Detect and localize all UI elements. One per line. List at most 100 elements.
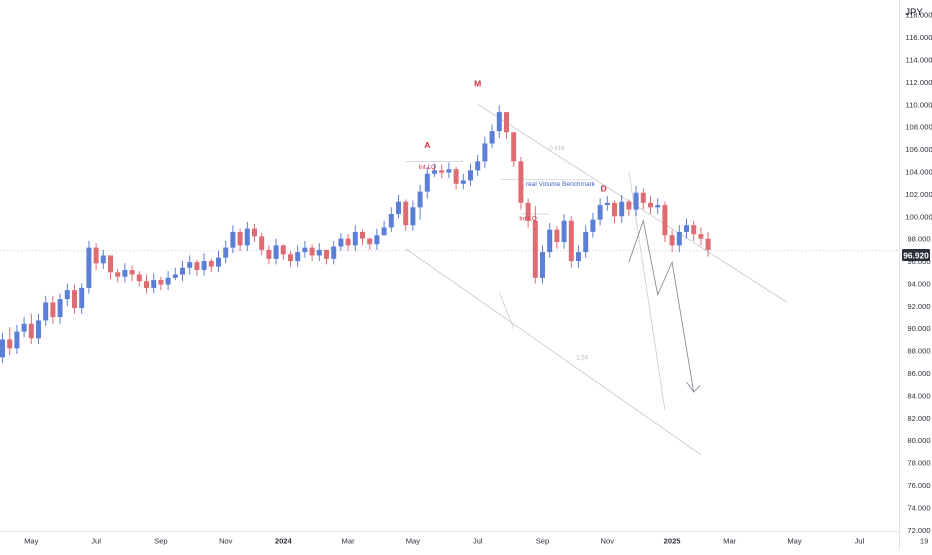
candle[interactable] <box>640 188 646 210</box>
candle[interactable] <box>669 229 675 253</box>
candle[interactable] <box>576 245 581 268</box>
candle[interactable] <box>648 196 653 215</box>
candle[interactable] <box>446 162 452 179</box>
candle[interactable] <box>525 198 531 228</box>
candle[interactable] <box>590 212 596 238</box>
candle[interactable] <box>57 293 63 324</box>
candle[interactable] <box>396 194 401 219</box>
candle[interactable] <box>165 271 171 291</box>
candle[interactable] <box>43 295 49 326</box>
candle[interactable] <box>28 313 34 344</box>
candle[interactable] <box>698 227 704 246</box>
candle[interactable] <box>273 238 279 265</box>
candle[interactable] <box>489 124 495 148</box>
candle[interactable] <box>684 218 689 239</box>
candle[interactable] <box>352 225 358 251</box>
candle[interactable] <box>540 245 545 284</box>
candle[interactable] <box>136 271 142 287</box>
candle[interactable] <box>151 273 157 294</box>
candle[interactable] <box>7 327 13 356</box>
candle[interactable] <box>309 244 315 262</box>
candle[interactable] <box>115 268 121 283</box>
candle[interactable] <box>158 276 164 291</box>
annotation-m[interactable]: M <box>474 78 481 88</box>
candle[interactable] <box>504 112 509 139</box>
price-axis[interactable]: 72.000 74.000 76.000 78.000 80.000 82.000 84.0… <box>905 11 932 535</box>
candle[interactable] <box>345 234 351 251</box>
candle[interactable] <box>208 258 214 273</box>
candle[interactable] <box>36 313 41 344</box>
candle[interactable] <box>496 105 502 138</box>
candle[interactable] <box>381 220 387 236</box>
candles-layer[interactable] <box>0 105 711 363</box>
candle[interactable] <box>547 222 553 258</box>
candle[interactable] <box>583 225 589 258</box>
candle[interactable] <box>50 295 56 324</box>
candle[interactable] <box>295 245 301 267</box>
candle[interactable] <box>367 237 373 250</box>
candle[interactable] <box>129 265 135 282</box>
candle[interactable] <box>316 243 322 262</box>
candle[interactable] <box>597 198 603 226</box>
candle[interactable] <box>216 250 221 273</box>
candle[interactable] <box>108 255 113 279</box>
candle[interactable] <box>259 233 265 256</box>
annotation-int-lq[interactable]: Int.LQ <box>418 164 436 171</box>
candle[interactable] <box>266 245 272 265</box>
candle[interactable] <box>612 200 617 223</box>
annotation-real-volume-benchmark[interactable]: real Volume Benchmark <box>526 181 596 188</box>
candle[interactable] <box>230 225 236 254</box>
candle[interactable] <box>568 216 574 268</box>
candle[interactable] <box>410 200 416 231</box>
candle[interactable] <box>633 186 639 217</box>
candle[interactable] <box>302 240 308 258</box>
candle[interactable] <box>144 274 149 294</box>
candle[interactable] <box>403 199 409 231</box>
candle[interactable] <box>288 250 293 267</box>
candle[interactable] <box>439 164 445 179</box>
candle[interactable] <box>194 259 200 276</box>
candle[interactable] <box>374 228 380 250</box>
candle[interactable] <box>424 166 430 199</box>
candle[interactable] <box>252 224 257 243</box>
fib-extension-line[interactable] <box>628 171 666 411</box>
candle[interactable] <box>460 173 466 190</box>
trendlines-layer[interactable] <box>405 103 788 456</box>
candle[interactable] <box>14 324 20 354</box>
candle[interactable] <box>518 156 524 210</box>
candle[interactable] <box>561 214 567 249</box>
candle[interactable] <box>453 166 459 190</box>
annotation-d[interactable]: D <box>601 184 607 194</box>
candle[interactable] <box>482 136 488 169</box>
candle[interactable] <box>676 225 682 253</box>
candle[interactable] <box>360 229 365 246</box>
candle[interactable] <box>100 249 106 269</box>
candle[interactable] <box>21 317 27 338</box>
candle[interactable] <box>86 240 92 294</box>
candle[interactable] <box>468 163 473 187</box>
candle[interactable] <box>237 228 243 251</box>
candle[interactable] <box>338 233 344 251</box>
candle[interactable] <box>64 283 70 306</box>
annotation-a[interactable]: A <box>424 140 430 150</box>
candle[interactable] <box>172 267 178 281</box>
candle[interactable] <box>475 154 481 176</box>
candle[interactable] <box>280 244 286 260</box>
candle[interactable] <box>201 253 207 276</box>
candle[interactable] <box>180 261 185 282</box>
candle[interactable] <box>187 255 193 275</box>
annotation-0-618[interactable]: 0.618 <box>549 146 565 152</box>
candle[interactable] <box>324 249 329 265</box>
candle[interactable] <box>604 196 610 211</box>
candle[interactable] <box>72 284 77 314</box>
candle[interactable] <box>0 332 5 363</box>
candle[interactable] <box>93 243 99 271</box>
candle[interactable] <box>79 283 85 314</box>
candle[interactable] <box>223 240 229 264</box>
candle[interactable] <box>705 231 711 257</box>
candle[interactable] <box>511 132 517 167</box>
candle[interactable] <box>331 240 337 265</box>
annotation-1-54[interactable]: 1.54 <box>576 356 588 362</box>
